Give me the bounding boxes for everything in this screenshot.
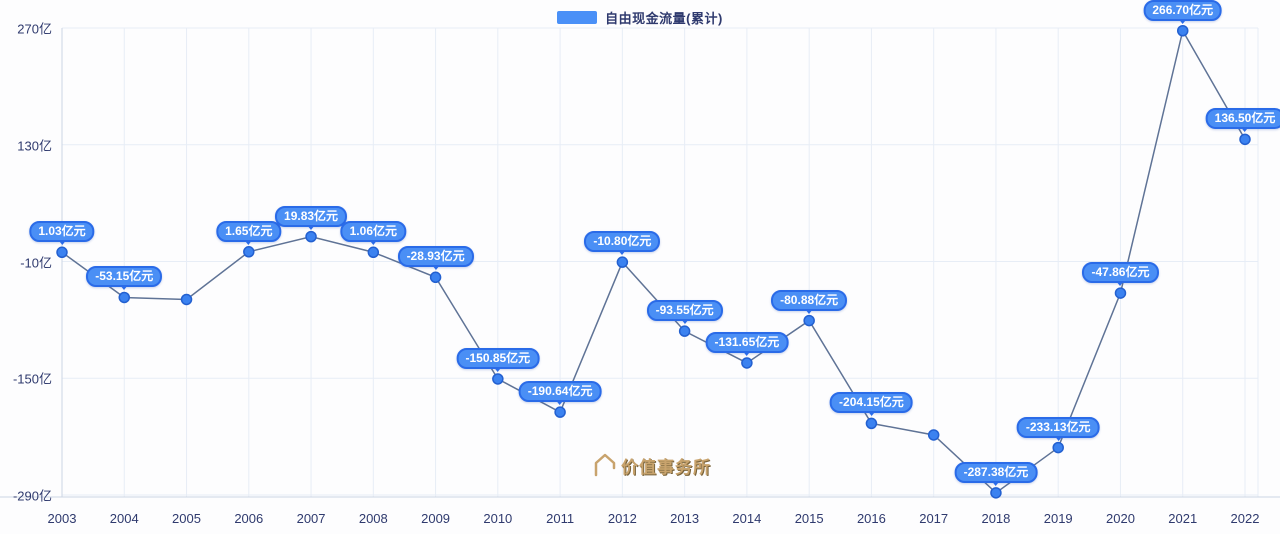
data-label-badge: -204.15亿元 — [830, 392, 913, 417]
x-axis-label: 2022 — [1230, 511, 1260, 526]
x-axis-label: 2011 — [546, 511, 575, 526]
data-label-badge: -53.15亿元 — [86, 266, 163, 291]
data-point-2015[interactable] — [803, 314, 815, 327]
data-point-2007[interactable] — [305, 230, 317, 243]
x-axis-label: 2016 — [856, 511, 886, 526]
data-point-2013[interactable] — [678, 325, 691, 337]
data-point-2021[interactable] — [1176, 25, 1189, 37]
data-point-2004[interactable] — [118, 291, 131, 304]
x-axis-label: 2013 — [670, 511, 700, 526]
x-axis-label: 2007 — [296, 511, 326, 526]
data-point-2016[interactable] — [865, 417, 878, 430]
y-axis-label: 130亿 — [17, 138, 52, 154]
x-axis-label: 2020 — [1106, 511, 1135, 526]
data-point-2019[interactable] — [1052, 441, 1064, 454]
chart-legend[interactable]: 自由现金流量(累计) — [0, 6, 1280, 28]
data-label-badge: -47.86亿元 — [1082, 262, 1159, 287]
x-axis-label: 2021 — [1168, 511, 1198, 526]
x-axis-label: 2010 — [483, 511, 513, 526]
data-point-2003[interactable] — [56, 246, 68, 259]
x-axis-label: 2009 — [421, 511, 451, 526]
series-line — [61, 28, 1246, 494]
data-label-badge: -131.65亿元 — [705, 331, 789, 356]
data-point-2005[interactable] — [180, 293, 193, 306]
data-point-2010[interactable] — [492, 373, 504, 385]
y-axis-label: -150亿 — [12, 371, 52, 387]
data-label-badge: 266.70亿元 — [1143, 0, 1223, 24]
data-label-badge: 1.65亿元 — [216, 220, 282, 245]
x-axis-label: 2003 — [47, 511, 77, 526]
data-point-2020[interactable] — [1114, 287, 1127, 299]
data-point-2008[interactable] — [367, 246, 380, 259]
data-label-badge: 1.03亿元 — [29, 221, 95, 246]
x-axis-label: 2012 — [607, 511, 637, 526]
data-point-2014[interactable] — [741, 357, 753, 369]
data-label-badge: -80.88亿元 — [771, 289, 848, 314]
y-axis-label: -10亿 — [20, 255, 52, 270]
data-point-2012[interactable] — [616, 256, 629, 268]
x-axis-label: 2015 — [794, 511, 824, 526]
x-axis-label: 2017 — [919, 511, 949, 526]
x-axis-label: 2008 — [358, 511, 388, 526]
data-label-badge: -233.13亿元 — [1016, 416, 1100, 441]
y-axis-label: -290亿 — [12, 488, 52, 504]
x-axis-label: 2014 — [732, 511, 762, 526]
data-label-badge: -190.64亿元 — [518, 381, 602, 406]
legend-swatch — [557, 10, 598, 24]
x-axis-label: 2006 — [234, 511, 264, 526]
legend-label: 自由现金流量(累计) — [605, 10, 723, 26]
data-label-badge: -93.55亿元 — [646, 300, 723, 325]
data-label-badge: -10.80亿元 — [584, 231, 661, 256]
x-axis-label: 2019 — [1043, 511, 1073, 526]
data-label-badge: 19.83亿元 — [275, 205, 348, 230]
x-axis-label: 2004 — [109, 511, 139, 526]
data-label-badge: -28.93亿元 — [397, 246, 474, 271]
data-point-2009[interactable] — [429, 271, 442, 284]
y-axis-label: 270亿 — [17, 21, 52, 37]
x-axis-label: 2005 — [172, 511, 201, 526]
data-point-2011[interactable] — [554, 406, 566, 418]
data-point-2006[interactable] — [243, 246, 255, 258]
data-label-badge: -150.85亿元 — [456, 347, 540, 372]
x-axis-label: 2018 — [981, 511, 1011, 526]
data-point-2018[interactable] — [990, 487, 1002, 499]
data-label-badge: 136.50亿元 — [1205, 108, 1280, 133]
data-point-2017[interactable] — [927, 429, 940, 441]
data-point-2022[interactable] — [1239, 133, 1251, 146]
data-label-badge: -287.38亿元 — [954, 461, 1038, 486]
data-label-badge: 1.06亿元 — [340, 221, 406, 246]
